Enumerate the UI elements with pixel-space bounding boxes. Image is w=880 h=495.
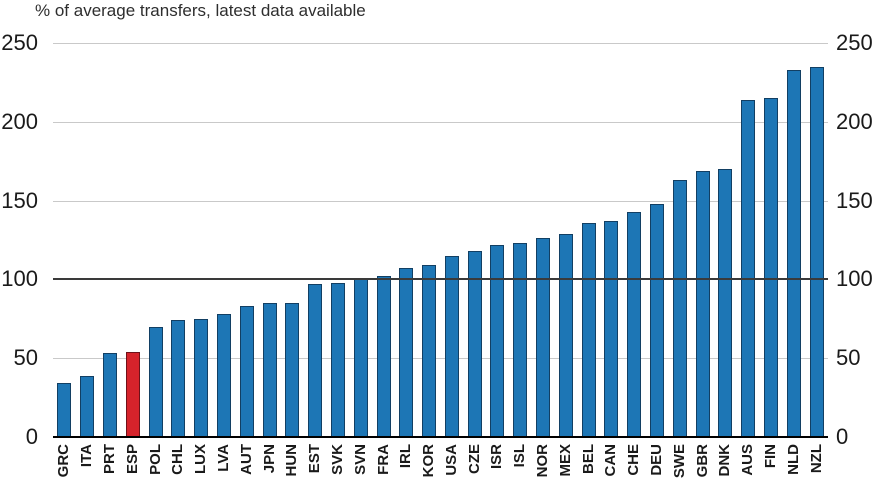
y-tick-left-200: 200 (1, 109, 38, 134)
x-axis-label-FIN: FIN (762, 444, 779, 469)
gridline-150 (53, 200, 828, 202)
bar-IRL (399, 268, 413, 437)
y-tick-left-250: 250 (1, 30, 38, 55)
gridline-200 (53, 121, 828, 123)
bar-ISR (490, 245, 504, 437)
x-axis-label-USA: USA (443, 444, 460, 476)
bar-PRT (103, 353, 117, 437)
bar-SVN (354, 279, 368, 437)
x-axis-label-DNK: DNK (716, 444, 733, 477)
bar-HUN (285, 303, 299, 437)
bar-SVK (331, 283, 345, 437)
x-axis-label-CZE: CZE (466, 444, 483, 474)
bar-CHE (627, 212, 641, 437)
x-axis-label-HUN: HUN (283, 444, 300, 477)
y-tick-right-200: 200 (836, 109, 873, 134)
bar-DNK (718, 169, 732, 437)
bar-CAN (604, 221, 618, 437)
x-axis-label-LUX: LUX (192, 444, 209, 474)
bar-CHL (171, 320, 185, 437)
bar-ITA (80, 376, 94, 437)
y-tick-right-150: 150 (836, 188, 873, 213)
x-axis-label-NZL: NZL (808, 444, 825, 474)
x-axis-label-NOR: NOR (534, 444, 551, 478)
y-tick-right-100: 100 (836, 266, 873, 291)
x-axis-label-CHL: CHL (169, 444, 186, 475)
bar-NZL (810, 67, 824, 437)
bar-JPN (263, 303, 277, 437)
y-tick-right-50: 50 (836, 345, 861, 370)
bar-DEU (650, 204, 664, 437)
x-axis-label-BEL: BEL (580, 444, 597, 474)
bar-POL (149, 327, 163, 437)
y-tick-left-50: 50 (13, 345, 38, 370)
gridline-50 (53, 358, 828, 360)
x-axis-label-EST: EST (306, 444, 323, 474)
gridline-250 (53, 43, 828, 44)
x-axis-label-NLD: NLD (785, 444, 802, 475)
bar-GBR (696, 171, 710, 437)
x-axis-label-SVK: SVK (329, 444, 346, 475)
bar-KOR (422, 265, 436, 437)
bar-AUS (741, 100, 755, 437)
chart-title: % of average transfers, latest data avai… (35, 1, 366, 20)
bar-GRC (57, 383, 71, 437)
x-axis-label-LVA: LVA (215, 444, 232, 472)
x-axis-label-AUT: AUT (238, 444, 255, 475)
x-axis-label-POL: POL (147, 444, 164, 475)
y-tick-left-150: 150 (1, 188, 38, 213)
bar-EST (308, 284, 322, 437)
bar-LVA (217, 314, 231, 437)
bar-NLD (787, 70, 801, 437)
x-axis-line (53, 436, 828, 438)
x-axis-label-ESP: ESP (124, 444, 141, 475)
bar-MEX (559, 234, 573, 437)
y-tick-right-0: 0 (836, 424, 849, 449)
x-axis-label-JPN: JPN (261, 444, 278, 474)
y-tick-left-0: 0 (25, 424, 38, 449)
reference-line-100 (53, 278, 828, 281)
bar-AUT (240, 306, 254, 437)
x-axis-label-ITA: ITA (78, 444, 95, 468)
x-axis-label-GRC: GRC (55, 444, 72, 478)
x-axis-label-SVN: SVN (352, 444, 369, 475)
bar-ISL (513, 243, 527, 437)
y-tick-right-250: 250 (836, 30, 873, 55)
x-axis-label-KOR: KOR (420, 444, 437, 478)
bar-SWE (673, 180, 687, 437)
x-axis-label-FRA: FRA (375, 444, 392, 475)
x-axis-label-CAN: CAN (602, 444, 619, 477)
bar-USA (445, 256, 459, 437)
bar-NOR (536, 238, 550, 437)
x-axis-label-ISL: ISL (511, 444, 528, 468)
x-axis-label-MEX: MEX (557, 444, 574, 477)
bar-BEL (582, 223, 596, 437)
x-axis-label-CHE: CHE (625, 444, 642, 476)
x-axis-label-SWE: SWE (671, 444, 688, 479)
x-axis-label-AUS: AUS (739, 444, 756, 476)
bar-ESP (126, 352, 140, 437)
y-tick-left-100: 100 (1, 266, 38, 291)
x-axis-label-GBR: GBR (694, 444, 711, 478)
x-axis-label-DEU: DEU (648, 444, 665, 476)
x-axis-label-IRL: IRL (397, 444, 414, 469)
bar-FIN (764, 98, 778, 437)
x-axis-label-PRT: PRT (101, 444, 118, 474)
bar-FRA (377, 276, 391, 437)
bar-LUX (194, 319, 208, 437)
x-axis-label-ISR: ISR (488, 444, 505, 470)
